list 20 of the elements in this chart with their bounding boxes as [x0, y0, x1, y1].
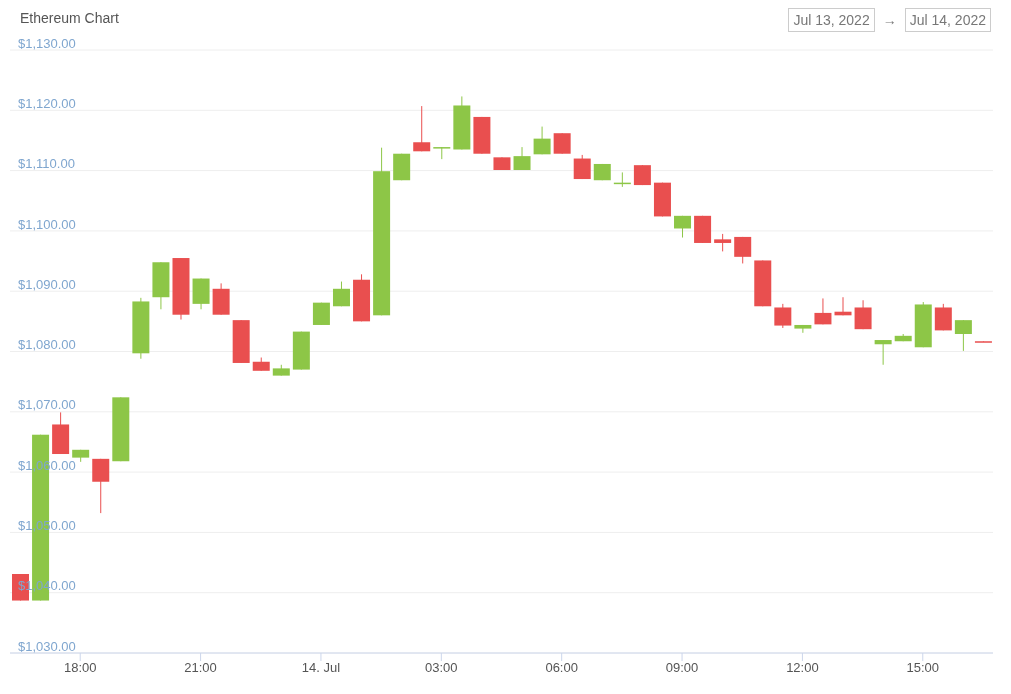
x-tick-label: 03:00 [425, 660, 458, 676]
y-tick-label: $1,080.00 [18, 337, 76, 353]
x-tick-label: 18:00 [63, 660, 97, 676]
text: Jul 13, 2022 [788, 8, 875, 32]
y-tick-label: $1,090.00 [18, 276, 76, 292]
x-tick-label: 09:00 [665, 660, 699, 676]
y-tick-label: $1,030.00 [18, 638, 76, 654]
text: → [882, 12, 897, 28]
x-tick-label: 15:00 [906, 660, 940, 676]
x-tick-label: 12:00 [786, 660, 819, 676]
x-tick-label: 21:00 [184, 660, 217, 676]
y-tick-label: $1,110.00 [18, 156, 75, 172]
x-tick-label: 14. Jul [301, 660, 341, 676]
text: Jul 14, 2022 [904, 8, 991, 32]
chart-title: Ethereum Chart [20, 10, 119, 26]
x-tick-label: 06:00 [545, 660, 578, 676]
y-tick-label: $1,120.00 [18, 95, 76, 111]
y-tick-label: $1,100.00 [18, 216, 76, 232]
y-tick-label: $1,070.00 [18, 397, 76, 413]
y-tick-label: $1,130.00 [18, 35, 76, 51]
